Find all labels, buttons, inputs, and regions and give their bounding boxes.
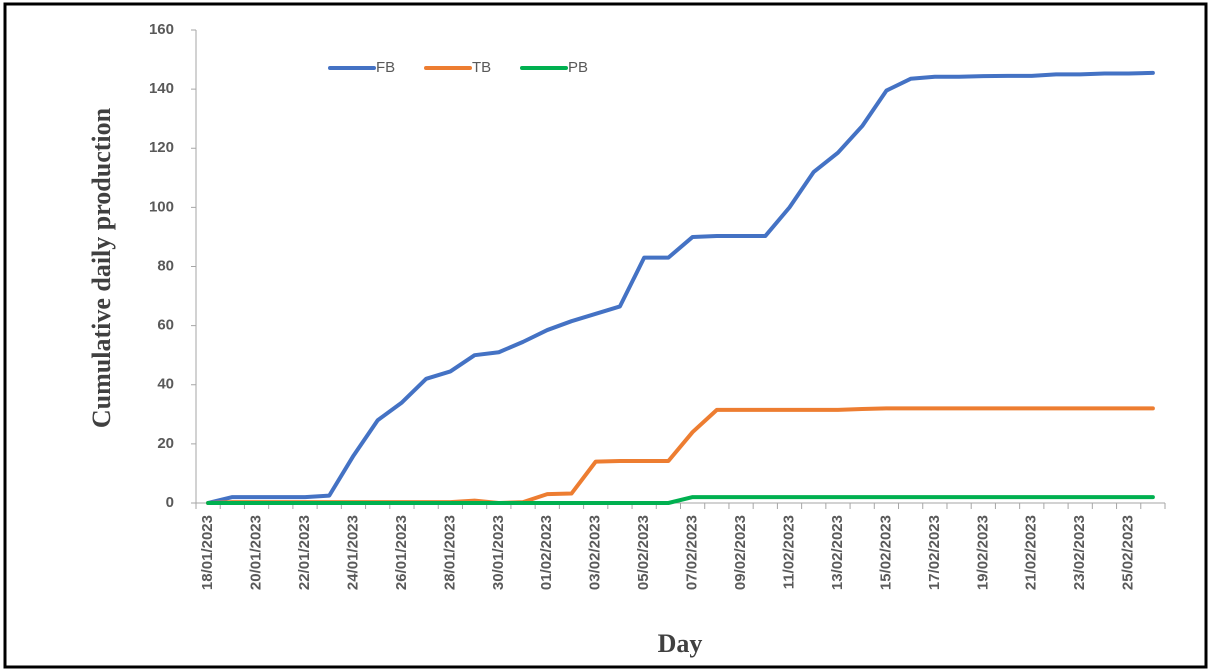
x-tick-label: 13/02/2023 (829, 515, 846, 590)
x-tick-label: 07/02/2023 (684, 515, 701, 590)
x-tick-label: 19/02/2023 (974, 515, 991, 590)
legend-label: TB (472, 59, 491, 76)
series-line (206, 70, 1155, 505)
x-tick-label: 23/02/2023 (1071, 515, 1088, 590)
y-tick-label: 140 (149, 80, 174, 97)
series-line (206, 495, 1155, 505)
y-tick-label: 0 (166, 494, 174, 511)
y-tick-label: 80 (157, 257, 174, 274)
y-tick-label: 120 (149, 139, 174, 156)
x-tick-label: 11/02/2023 (780, 515, 797, 589)
legend-label: PB (568, 59, 588, 76)
x-tick-label: 05/02/2023 (635, 515, 652, 590)
x-tick-label: 09/02/2023 (732, 515, 749, 590)
x-tick-label: 28/01/2023 (441, 515, 458, 590)
y-tick-label: 60 (157, 317, 174, 334)
x-axis-title: Day (658, 629, 703, 658)
y-axis-title: Cumulative daily production (87, 107, 116, 428)
legend-label: FB (376, 59, 395, 76)
y-tick-label: 20 (157, 435, 174, 452)
x-tick-label: 22/01/2023 (296, 515, 313, 590)
x-tick-label: 24/01/2023 (344, 515, 361, 590)
x-tick-label: 21/02/2023 (1023, 515, 1040, 590)
y-tick-label: 100 (149, 198, 174, 215)
x-tick-label: 01/02/2023 (538, 515, 555, 590)
x-tick-label: 30/01/2023 (490, 515, 507, 590)
y-tick-label: 40 (157, 376, 174, 393)
x-tick-label: 26/01/2023 (393, 515, 410, 590)
x-tick-label: 18/01/2023 (199, 515, 216, 590)
y-tick-label: 160 (149, 21, 174, 38)
x-tick-label: 15/02/2023 (877, 515, 894, 590)
x-tick-label: 25/02/2023 (1120, 515, 1137, 590)
frame (3, 2, 1208, 669)
x-tick-label: 03/02/2023 (587, 515, 604, 590)
x-tick-label: 17/02/2023 (926, 515, 943, 590)
x-tick-label: 20/01/2023 (248, 515, 265, 590)
